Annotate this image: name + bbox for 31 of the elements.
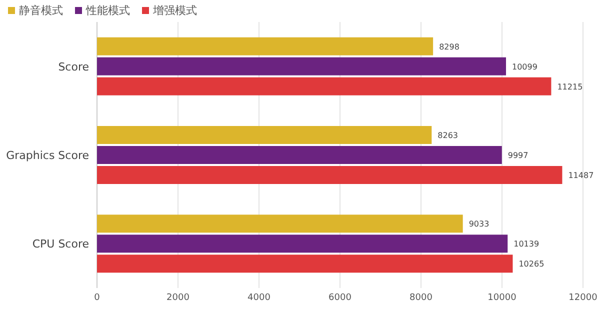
data-label: 9997 [508,151,528,160]
x-tick-label: 6000 [328,293,352,303]
bar [97,146,502,164]
bar [97,37,434,56]
bar [97,126,432,144]
data-label: 11215 [557,82,583,92]
y-tick-label: Score [58,60,90,74]
data-label: 10099 [512,62,538,72]
x-tick-label: 10000 [488,293,517,303]
x-tick-label: 2000 [166,293,190,303]
data-label: 8298 [439,42,460,52]
x-tick-label: 4000 [248,293,271,303]
bar [97,57,506,76]
legend-label: 增强模式 [152,4,197,17]
bar [97,166,562,184]
x-tick-label: 12000 [568,293,598,303]
x-tick-label: 0 [94,293,100,303]
bar [97,77,552,96]
bar [97,254,513,273]
data-label: 10265 [518,260,544,269]
data-label: 9033 [468,220,490,229]
y-tick-label: Graphics Score [6,149,90,162]
data-label: 11487 [568,171,594,180]
data-label: 8263 [438,131,458,140]
y-tick-label: CPU Score [32,238,90,251]
data-label: 10139 [514,240,540,249]
bar [97,214,463,233]
bar [97,234,508,253]
legend-label: 静音模式 [19,4,63,17]
legend-label: 性能模式 [85,4,130,17]
x-tick-label: 8000 [410,293,433,303]
